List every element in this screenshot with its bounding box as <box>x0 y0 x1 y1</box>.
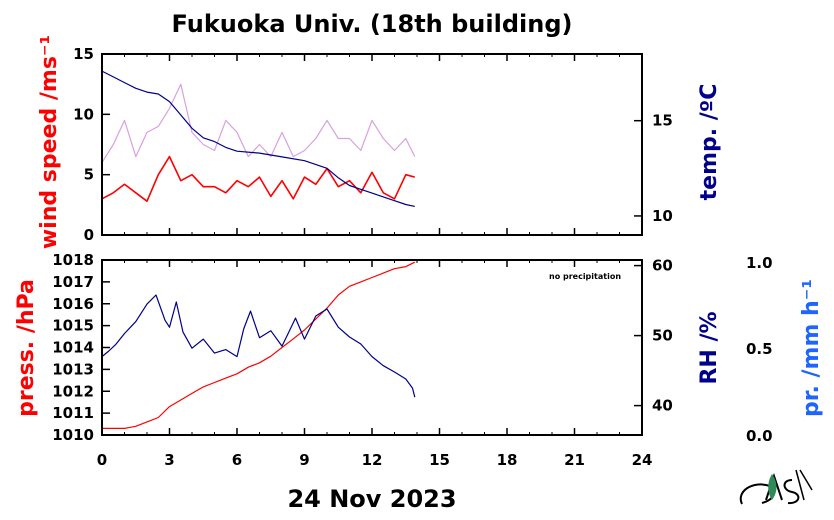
left-tick-label: 0 <box>84 226 94 244</box>
left-tick-label: 1011 <box>52 404 94 422</box>
precip-tick-label: 0.5 <box>746 340 773 358</box>
precip-tick-label: 0.0 <box>746 427 773 445</box>
pressure-line <box>102 261 416 429</box>
left-tick-label: 1010 <box>52 426 94 444</box>
left-tick-label: 1014 <box>52 339 94 357</box>
wind-axis-label: wind speed /ms⁻¹ <box>37 35 62 249</box>
left-tick-label: 1016 <box>52 295 94 313</box>
left-tick-label: 1013 <box>52 360 94 378</box>
right-tick-label: 50 <box>652 327 673 345</box>
x-tick-label: 15 <box>429 451 450 469</box>
upper-panel: 0 5 10 15 10 15 <box>73 45 673 244</box>
lower-panel: 0 3 6 9 12 15 18 21 24 1010 1011 1012 1013 1014 1015 10… <box>52 251 673 469</box>
precip-annotation: no precipitation <box>549 272 621 281</box>
x-tick-label: 21 <box>564 451 585 469</box>
left-tick-label: 1017 <box>52 273 94 291</box>
x-tick-label: 9 <box>299 451 309 469</box>
right-tick-label: 10 <box>652 207 673 225</box>
left-tick-label: 1018 <box>52 251 94 269</box>
x-tick-label: 24 <box>632 451 653 469</box>
x-tick-label: 12 <box>362 451 383 469</box>
temperature-line <box>101 70 415 207</box>
right-tick-label: 60 <box>652 257 673 275</box>
wind-speed-line <box>101 155 416 202</box>
plot-frame <box>101 259 643 436</box>
precip-tick-label: 1.0 <box>746 254 773 272</box>
date-label: 24 Nov 2023 <box>287 485 456 513</box>
left-tick-label: 5 <box>84 166 94 184</box>
rh-axis-label: RH /% <box>697 311 722 384</box>
plot-frame <box>101 53 643 236</box>
pressure-axis-label: press. /hPa <box>14 279 39 417</box>
x-tick-label: 3 <box>164 451 174 469</box>
wind-gust-line <box>101 83 416 163</box>
x-tick-label: 0 <box>97 451 107 469</box>
lab-logo <box>739 469 813 505</box>
right-tick-label: 40 <box>652 397 673 415</box>
left-tick-label: 10 <box>73 105 94 123</box>
x-tick-label: 18 <box>497 451 518 469</box>
left-tick-label: 1012 <box>52 382 94 400</box>
x-tick-label: 6 <box>232 451 242 469</box>
chart-title: Fukuoka Univ. (18th building) <box>172 10 573 38</box>
temp-axis-label: temp. /ºC <box>697 84 722 201</box>
left-tick-label: 15 <box>73 45 94 63</box>
humidity-line <box>101 294 416 398</box>
precip-axis-label: pr. /mm h⁻¹ <box>799 279 824 417</box>
right-tick-label: 15 <box>652 112 673 130</box>
left-tick-label: 1015 <box>52 317 94 335</box>
